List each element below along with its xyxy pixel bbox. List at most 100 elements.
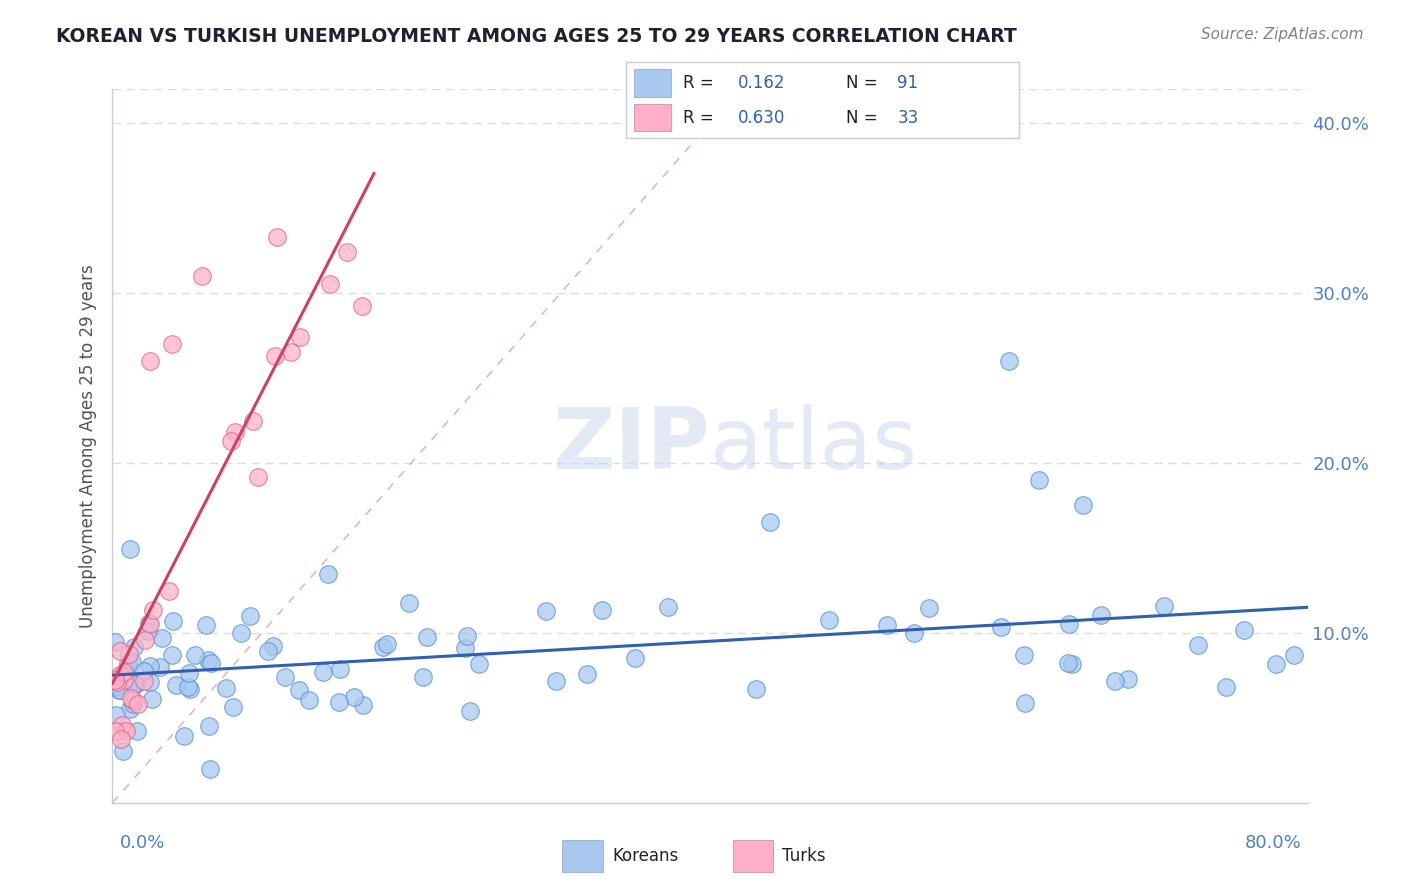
Point [298,692,321,706]
Point [125,677,148,691]
Point [998,354,1021,368]
Point [105,674,128,689]
Point [246,469,269,483]
Text: KOREAN VS TURKISH UNEMPLOYMENT AMONG AGES 25 TO 29 YEARS CORRELATION CHART: KOREAN VS TURKISH UNEMPLOYMENT AMONG AGE… [56,27,1017,45]
Point [141,692,163,706]
Point [157,584,180,599]
Point [371,640,394,654]
Point [104,673,127,688]
Point [576,667,599,681]
Point [312,665,335,679]
Point [117,656,139,670]
Point [280,345,302,359]
Point [108,682,131,697]
Point [264,349,287,363]
Point [111,718,134,732]
Point [215,681,238,696]
Point [132,664,155,678]
Point [122,640,145,654]
Point [160,648,183,662]
Point [118,647,141,661]
Point [121,693,143,707]
Point [200,762,222,776]
Text: 80.0%: 80.0% [1246,834,1302,852]
Point [177,680,200,694]
Point [1187,638,1209,652]
Point [544,674,567,689]
Point [412,670,434,684]
Point [107,679,129,693]
Point [1028,473,1050,487]
Point [149,660,172,674]
Point [120,691,142,706]
Text: 0.162: 0.162 [738,74,786,92]
Point [336,245,359,260]
Point [591,603,613,617]
Text: Koreans: Koreans [612,847,678,865]
Text: N =: N = [846,74,877,92]
Bar [733,840,773,872]
Point [1062,657,1084,671]
Point [353,698,375,713]
Point [122,698,145,712]
Point [112,744,135,758]
Point [239,608,262,623]
Point [468,657,491,672]
Point [1118,673,1140,687]
Point [191,269,214,284]
Bar [634,70,671,96]
Point [917,600,939,615]
Point [120,702,142,716]
Point [121,655,143,669]
Point [231,625,253,640]
Point [256,644,278,658]
Text: R =: R = [683,109,713,127]
Point [744,682,766,697]
Point [222,700,245,714]
Point [1073,499,1095,513]
Point [139,675,162,690]
Point [266,230,288,244]
Point [454,641,477,656]
Point [105,708,128,723]
Text: 0.0%: 0.0% [120,834,165,852]
Point [127,697,149,711]
Point [165,678,187,692]
Point [534,604,557,618]
Text: 91: 91 [897,74,918,92]
Point [112,673,135,687]
Point [350,299,373,313]
Point [1090,607,1112,622]
Point [134,633,156,648]
Point [1059,616,1081,631]
Point [139,659,162,673]
Text: ZIP: ZIP [553,404,710,488]
Point [184,648,207,662]
Point [318,277,340,291]
Point [107,683,129,698]
Point [108,643,131,657]
Point [1014,696,1036,710]
Point [1012,648,1035,663]
Point [456,629,478,643]
Point [108,667,131,681]
Text: 33: 33 [897,109,918,127]
Point [1153,599,1175,614]
Point [104,634,127,648]
Y-axis label: Unemployment Among Ages 25 to 29 years: Unemployment Among Ages 25 to 29 years [79,264,97,628]
Point [127,723,149,738]
Point [142,603,165,617]
Point [219,434,242,448]
Point [110,732,132,747]
Point [150,631,173,645]
Point [138,617,160,632]
Point [398,596,420,610]
Point [122,677,145,691]
Point [657,600,679,615]
Point [458,704,481,718]
Point [624,650,647,665]
Point [224,425,246,440]
Point [990,620,1012,634]
Point [903,626,925,640]
Point [343,690,366,705]
